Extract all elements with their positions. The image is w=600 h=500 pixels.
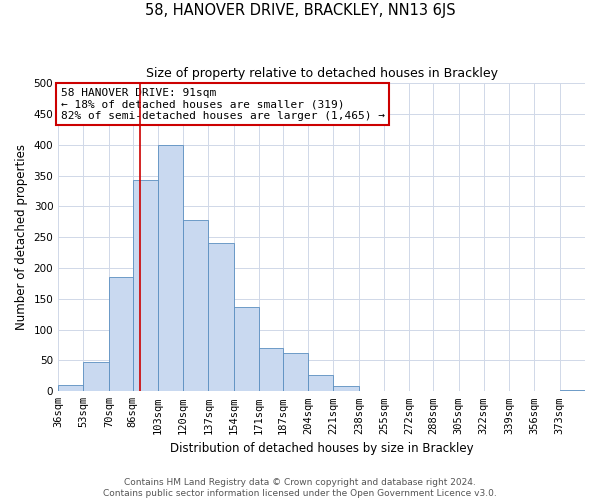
Bar <box>234 308 259 392</box>
Text: Contains HM Land Registry data © Crown copyright and database right 2024.
Contai: Contains HM Land Registry data © Crown c… <box>103 478 497 498</box>
Bar <box>208 244 234 392</box>
Text: 58 HANOVER DRIVE: 91sqm
← 18% of detached houses are smaller (319)
82% of semi-d: 58 HANOVER DRIVE: 91sqm ← 18% of detache… <box>61 88 385 121</box>
Title: Size of property relative to detached houses in Brackley: Size of property relative to detached ho… <box>146 68 497 80</box>
Bar <box>133 180 158 392</box>
Y-axis label: Number of detached properties: Number of detached properties <box>15 144 28 330</box>
Text: 58, HANOVER DRIVE, BRACKLEY, NN13 6JS: 58, HANOVER DRIVE, BRACKLEY, NN13 6JS <box>145 2 455 18</box>
X-axis label: Distribution of detached houses by size in Brackley: Distribution of detached houses by size … <box>170 442 473 455</box>
Bar <box>334 386 359 392</box>
Bar <box>83 362 109 392</box>
Bar <box>183 220 208 392</box>
Bar <box>109 278 133 392</box>
Bar <box>283 353 308 392</box>
Bar <box>58 385 83 392</box>
Bar <box>259 348 283 392</box>
Bar <box>560 390 585 392</box>
Bar <box>158 144 183 392</box>
Bar <box>308 376 334 392</box>
